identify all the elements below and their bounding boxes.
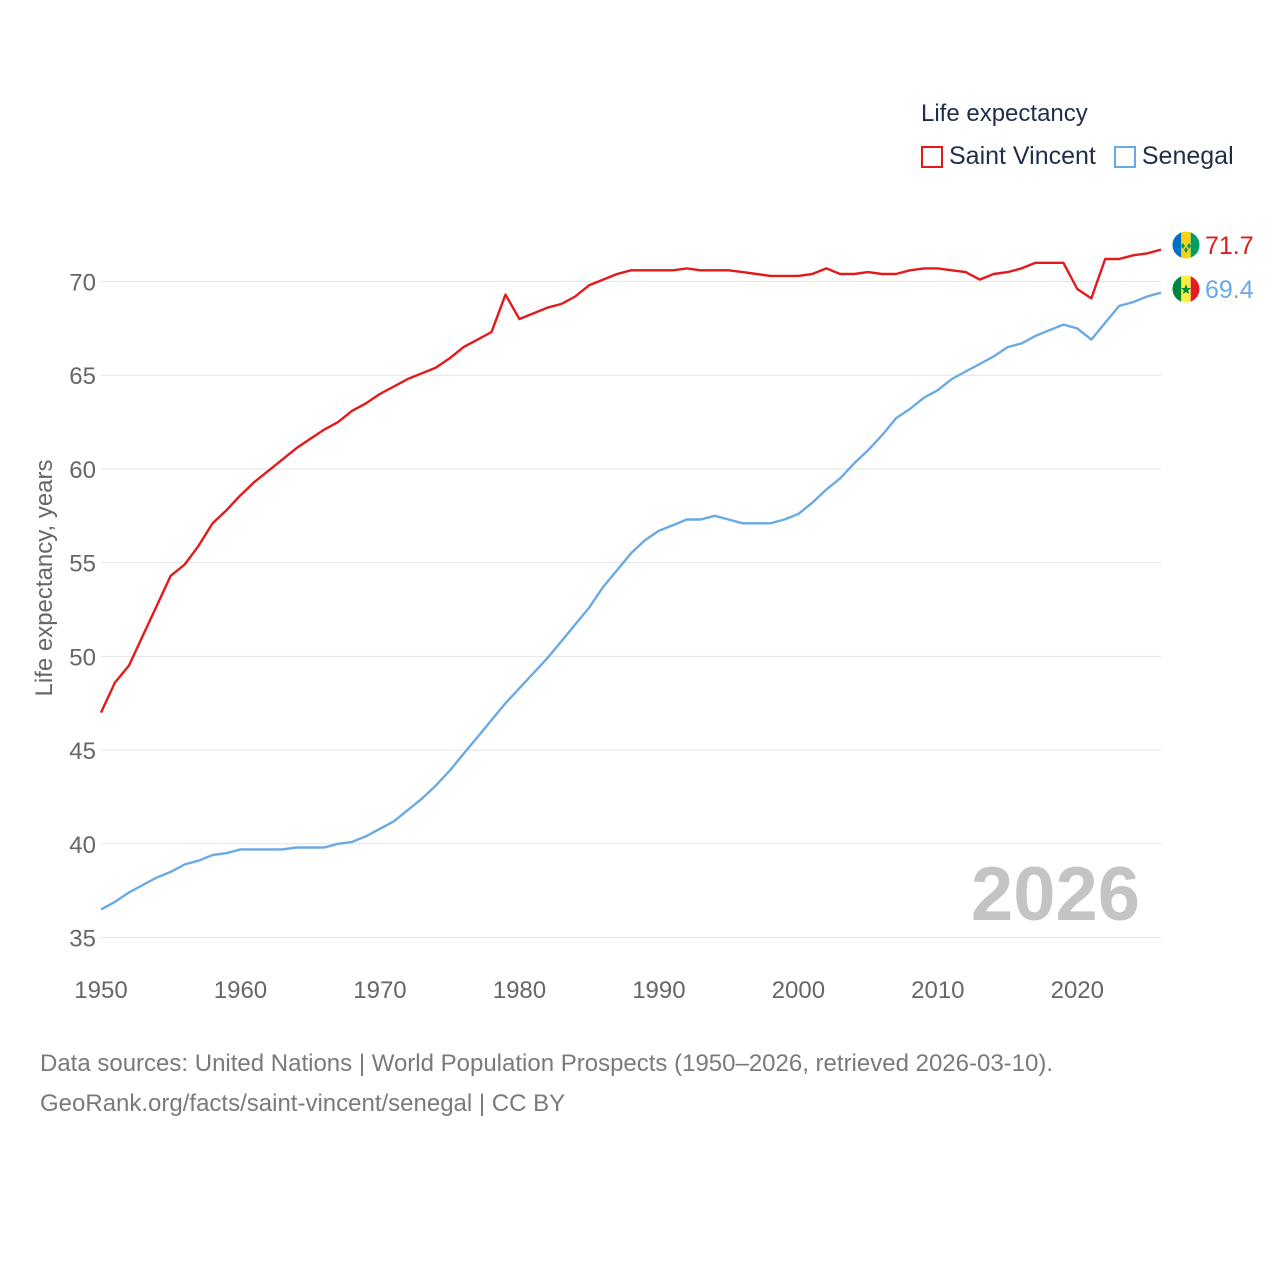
source-line-2[interactable]: GeoRank.org/facts/saint-vincent/senegal …	[40, 1090, 566, 1117]
end-label-senegal: 69.4	[1205, 276, 1254, 304]
x-axis-ticks: 1950 1960 1970 1980 1990 2000 2010 2020	[74, 977, 1104, 1004]
legend-title: Life expectancy	[921, 100, 1088, 127]
x-tick-label: 1970	[353, 977, 406, 1004]
legend-swatch-senegal	[1113, 145, 1136, 168]
x-tick-label: 1950	[74, 977, 127, 1004]
legend-item-senegal[interactable]: Senegal	[1113, 142, 1234, 171]
x-tick-label: 1990	[632, 977, 685, 1004]
series-lines	[99, 248, 1162, 911]
y-tick-label: 50	[69, 644, 96, 671]
flag-stripe	[1172, 275, 1182, 303]
legend-label-senegal: Senegal	[1141, 142, 1234, 170]
year-watermark: 2026	[971, 852, 1140, 937]
series-line-saint-vincent	[99, 248, 1162, 714]
end-label-saint-vincent: 71.7	[1205, 232, 1254, 260]
y-tick-label: 70	[69, 270, 96, 297]
y-axis-ticks: 35 40 45 50 55 60 65 70	[69, 270, 96, 953]
source-line-1: Data sources: United Nations | World Pop…	[40, 1050, 1054, 1077]
x-tick-label: 2000	[772, 977, 825, 1004]
flag-ring	[1171, 230, 1201, 260]
x-tick-label: 2010	[911, 977, 964, 1004]
y-tick-label: 45	[69, 738, 96, 765]
y-axis-label: Life expectancy, years	[31, 459, 58, 696]
x-tick-label: 2020	[1051, 977, 1104, 1004]
flag-diamonds	[1181, 243, 1191, 253]
legend-item-saint-vincent[interactable]: Saint Vincent	[921, 142, 1096, 171]
flag-stripe	[1172, 231, 1182, 259]
flag-body	[1172, 275, 1200, 303]
legend-label-saint-vincent: Saint Vincent	[949, 142, 1096, 170]
y-tick-label: 40	[69, 832, 96, 859]
gridlines	[101, 281, 1161, 938]
legend-swatch-saint-vincent	[921, 145, 943, 168]
y-tick-label: 55	[69, 551, 96, 578]
flag-star	[1181, 284, 1191, 294]
flag-body	[1172, 231, 1200, 259]
flag-stripe	[1181, 231, 1191, 259]
line-chart: 35 40 45 50 55 60 65 70 1950 1960 1970 1980 1990 200…	[31, 230, 1254, 1004]
y-tick-label: 35	[69, 926, 96, 953]
flag-stripe	[1190, 275, 1200, 303]
x-tick-label: 1980	[493, 977, 546, 1004]
x-tick-label: 1960	[214, 977, 267, 1004]
saint-vincent-flag	[1171, 230, 1201, 260]
flag-ring	[1171, 274, 1201, 304]
flag-stripe	[1190, 231, 1200, 259]
end-labels: 71.7 69.4	[1171, 230, 1254, 304]
source-note: Data sources: United Nations | World Pop…	[40, 1044, 1053, 1124]
series-line-senegal	[100, 291, 1162, 911]
legend: Saint Vincent Senegal	[921, 142, 1252, 171]
senegal-flag	[1171, 274, 1201, 304]
y-tick-label: 60	[69, 457, 96, 484]
y-tick-label: 65	[69, 363, 96, 390]
